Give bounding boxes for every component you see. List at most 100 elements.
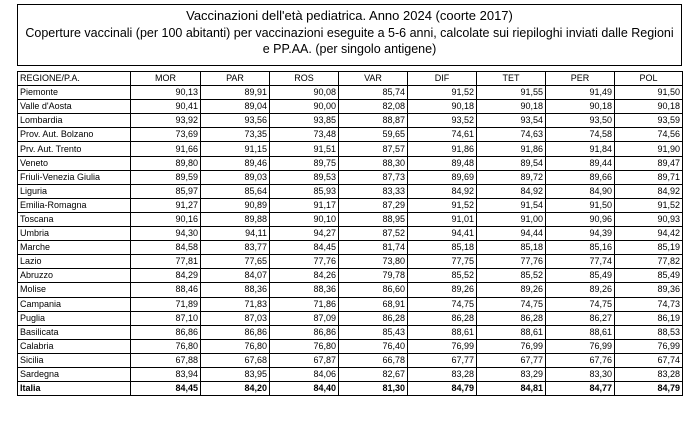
coverage-value-cell: 76,99	[476, 338, 546, 354]
coverage-value-cell: 67,77	[476, 352, 546, 368]
coverage-value-cell: 89,03	[200, 169, 270, 185]
coverage-value-cell: 85,97	[130, 183, 201, 199]
region-name-cell: Italia	[17, 381, 131, 397]
coverage-value-cell: 84,92	[614, 183, 683, 199]
coverage-value-cell: 91,00	[476, 211, 546, 228]
coverage-value-cell: 87,52	[338, 226, 408, 242]
coverage-value-cell: 59,65	[338, 127, 408, 143]
table-subtitle: Coperture vaccinali (per 100 abitanti) p…	[25, 26, 674, 56]
coverage-value-cell: 86,28	[407, 310, 477, 326]
coverage-value-cell: 91,90	[614, 141, 683, 157]
coverage-value-cell: 91,27	[130, 197, 201, 213]
column-header-var: VAR	[338, 70, 408, 87]
coverage-value-cell: 85,64	[200, 183, 270, 199]
column-header-pol: POL	[614, 70, 683, 87]
coverage-value-cell: 67,68	[200, 352, 270, 368]
coverage-value-cell: 85,52	[407, 268, 477, 284]
region-name-cell: Campania	[17, 296, 131, 312]
coverage-value-cell: 94,41	[407, 226, 477, 242]
table-row: Liguria 85,97 85,64 85,93 83,33 84,92 84,92 84,…	[17, 183, 683, 199]
coverage-value-cell: 83,29	[476, 366, 546, 383]
document-sheet: Vaccinazioni dell'età pediatrica. Anno 2…	[17, 4, 683, 397]
column-header-par: PAR	[200, 70, 270, 87]
coverage-value-cell: 89,04	[200, 99, 270, 115]
coverage-value-cell: 85,49	[545, 268, 615, 284]
table-row: Sicilia 67,88 67,68 67,87 66,78 67,77 67,77 67,…	[17, 352, 683, 368]
region-name-cell: Umbria	[17, 226, 131, 242]
coverage-value-cell: 89,66	[545, 169, 615, 185]
coverage-value-cell: 88,53	[614, 324, 683, 340]
coverage-value-cell: 87,10	[130, 310, 201, 326]
region-name-cell: Sicilia	[17, 352, 131, 368]
coverage-value-cell: 91,15	[200, 141, 270, 157]
coverage-value-cell: 88,87	[338, 113, 408, 129]
table-row: Valle d'Aosta 90,41 89,04 90,00 82,08 90,18 90…	[17, 99, 683, 115]
table-row: Toscana 90,16 89,88 90,10 88,95 91,01 91,00 90,…	[17, 211, 683, 228]
coverage-value-cell: 77,76	[476, 254, 546, 270]
coverage-value-cell: 89,80	[130, 155, 201, 171]
coverage-value-cell: 88,36	[269, 282, 339, 298]
coverage-value-cell: 84,40	[269, 381, 339, 397]
coverage-value-cell: 90,89	[200, 197, 270, 213]
coverage-value-cell: 83,28	[614, 366, 683, 383]
coverage-value-cell: 89,26	[407, 282, 477, 298]
coverage-value-cell: 91,50	[545, 197, 615, 213]
coverage-value-cell: 76,80	[200, 338, 270, 354]
coverage-value-cell: 81,30	[338, 381, 408, 397]
coverage-value-cell: 90,16	[130, 211, 201, 228]
coverage-value-cell: 74,75	[476, 296, 546, 312]
coverage-value-cell: 88,61	[545, 324, 615, 340]
coverage-value-cell: 77,81	[130, 254, 201, 270]
coverage-value-cell: 94,30	[130, 226, 201, 242]
header-row: REGIONE/P.A. MOR PAR ROS VAR DIF TET PER…	[17, 70, 683, 87]
coverage-value-cell: 66,78	[338, 352, 408, 368]
coverage-value-cell: 82,08	[338, 99, 408, 115]
coverage-value-cell: 84,26	[269, 268, 339, 284]
coverage-value-cell: 77,74	[545, 254, 615, 270]
coverage-value-cell: 91,84	[545, 141, 615, 157]
coverage-value-cell: 67,77	[407, 352, 477, 368]
table-row: Prov. Aut. Bolzano 73,69 73,35 73,48 59,65 74…	[17, 127, 683, 143]
coverage-value-cell: 86,28	[338, 310, 408, 326]
coverage-value-cell: 89,36	[614, 282, 683, 298]
coverage-value-cell: 87,57	[338, 141, 408, 157]
coverage-value-cell: 67,76	[545, 352, 615, 368]
coverage-value-cell: 84,29	[130, 268, 201, 284]
coverage-value-cell: 77,82	[614, 254, 683, 270]
table-row: Prv. Aut. Trento 91,66 91,15 91,51 87,57 91,8…	[17, 141, 683, 157]
coverage-value-cell: 93,59	[614, 113, 683, 129]
region-name-cell: Friuli-Venezia Giulia	[17, 169, 131, 185]
region-name-cell: Marche	[17, 240, 131, 256]
coverage-value-cell: 85,16	[545, 240, 615, 256]
coverage-value-cell: 93,50	[545, 113, 615, 129]
coverage-value-cell: 90,96	[545, 211, 615, 228]
coverage-value-cell: 76,80	[269, 338, 339, 354]
coverage-value-cell: 71,86	[269, 296, 339, 312]
coverage-value-cell: 89,88	[200, 211, 270, 228]
coverage-value-cell: 90,18	[476, 99, 546, 115]
coverage-value-cell: 77,75	[407, 254, 477, 270]
coverage-value-cell: 88,36	[200, 282, 270, 298]
region-name-cell: Emilia-Romagna	[17, 197, 131, 213]
coverage-value-cell: 84,07	[200, 268, 270, 284]
coverage-value-cell: 91,66	[130, 141, 201, 157]
region-name-cell: Prov. Aut. Bolzano	[17, 127, 131, 143]
coverage-table: REGIONE/P.A. MOR PAR ROS VAR DIF TET PER…	[17, 70, 683, 397]
table-row: Piemonte 90,13 89,91 90,08 85,74 91,52 91,55 91…	[17, 85, 683, 101]
coverage-value-cell: 77,65	[200, 254, 270, 270]
coverage-value-cell: 73,35	[200, 127, 270, 143]
column-header-dif: DIF	[407, 70, 477, 87]
coverage-value-cell: 91,50	[614, 85, 683, 101]
coverage-value-cell: 77,76	[269, 254, 339, 270]
coverage-value-cell: 93,52	[407, 113, 477, 129]
coverage-value-cell: 88,95	[338, 211, 408, 228]
table-row: Basilicata 86,86 86,86 86,86 85,43 88,61 88,61…	[17, 324, 683, 340]
coverage-value-cell: 88,61	[476, 324, 546, 340]
coverage-value-cell: 85,19	[614, 240, 683, 256]
coverage-value-cell: 89,48	[407, 155, 477, 171]
coverage-value-cell: 89,69	[407, 169, 477, 185]
coverage-value-cell: 83,33	[338, 183, 408, 199]
coverage-value-cell: 93,54	[476, 113, 546, 129]
coverage-value-cell: 86,28	[476, 310, 546, 326]
coverage-value-cell: 85,74	[338, 85, 408, 101]
